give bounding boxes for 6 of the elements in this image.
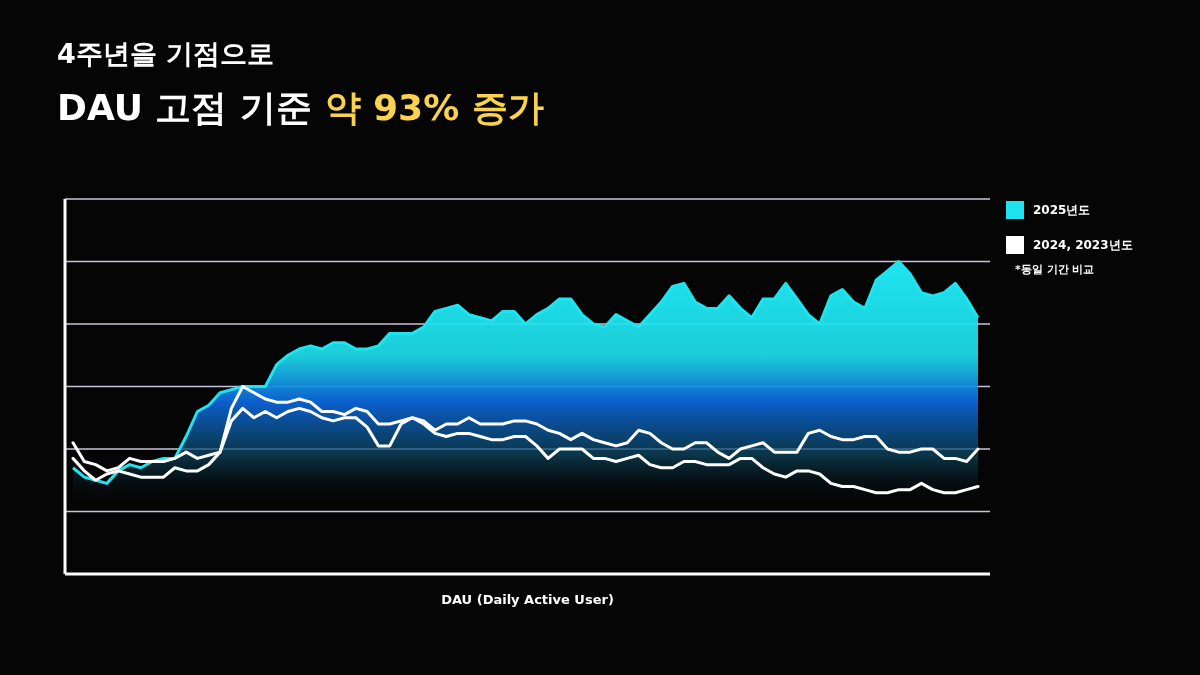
chart-subtitle: DAU 고점 기준 약 93% 증가	[57, 87, 544, 128]
legend-label: 2025년도	[1033, 202, 1091, 217]
text: *동일 기간 비교	[1015, 263, 1095, 276]
x-axis-title: DAU (Daily Active User)	[441, 592, 614, 607]
chart-title: 4주년을 기점으로	[57, 38, 275, 69]
legend-label: 2024, 2023년도	[1033, 237, 1133, 252]
